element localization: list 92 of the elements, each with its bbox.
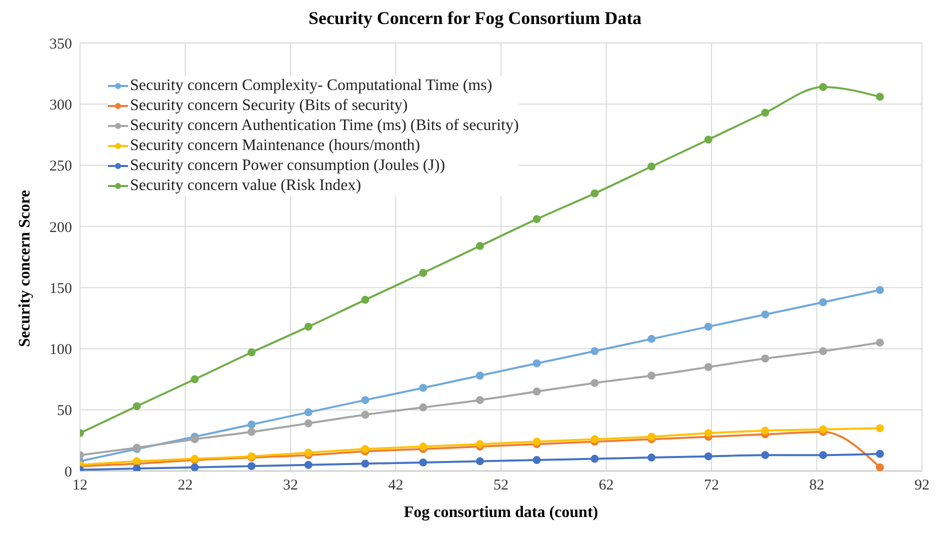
- point: [648, 454, 656, 462]
- legend-label: Security concern value (Risk Index): [130, 176, 362, 196]
- point: [476, 457, 484, 466]
- y-tick-label: 300: [50, 97, 72, 114]
- point: [648, 432, 656, 441]
- point: [761, 310, 770, 318]
- point: [819, 298, 828, 306]
- point: [819, 347, 828, 356]
- point: [419, 268, 428, 277]
- point: [532, 215, 541, 224]
- point: [304, 322, 312, 331]
- point: [819, 425, 828, 434]
- point: [761, 354, 770, 362]
- legend-label: Security concern Authentication Time (ms) (Bits of security): [130, 116, 519, 136]
- point: [532, 359, 541, 368]
- point: [761, 108, 770, 117]
- x-tick-label: 82: [809, 478, 824, 494]
- point: [704, 136, 712, 144]
- point: [419, 403, 428, 412]
- point: [132, 464, 141, 471]
- point: [361, 396, 370, 404]
- point: [648, 334, 656, 343]
- point: [248, 420, 256, 429]
- legend-label: Security concern Complexity- Computational Time (ms): [130, 76, 492, 96]
- point: [476, 372, 484, 380]
- point: [648, 372, 656, 380]
- point: [361, 410, 370, 419]
- legend-label: Security concern Power consumption (Joules (J)): [130, 156, 446, 176]
- point: [304, 419, 312, 428]
- point: [532, 388, 541, 396]
- x-tick-label: 32: [283, 478, 298, 494]
- point: [304, 408, 312, 416]
- point: [704, 322, 712, 331]
- point: [419, 458, 428, 466]
- point: [876, 450, 884, 458]
- point: [761, 451, 770, 460]
- x-tick-label: 22: [178, 478, 193, 494]
- point: [190, 375, 199, 384]
- point: [304, 460, 312, 469]
- point: [190, 435, 199, 444]
- point: [819, 451, 828, 460]
- y-tick-label: 150: [50, 280, 72, 297]
- point: [476, 396, 484, 404]
- x-tick-label: 52: [494, 478, 508, 494]
- point: [361, 296, 370, 304]
- point: [876, 424, 884, 432]
- point: [190, 463, 199, 471]
- x-tick-label: 92: [914, 478, 930, 494]
- point: [248, 428, 256, 436]
- point: [248, 462, 256, 470]
- legend-label: Security concern Maintenance (hours/month): [130, 136, 420, 156]
- point: [704, 429, 712, 438]
- point: [590, 347, 599, 356]
- point: [304, 448, 312, 457]
- y-tick-label: 100: [50, 342, 72, 358]
- y-tick-label: 200: [50, 220, 72, 236]
- point: [132, 402, 141, 410]
- y-axis-title: Security concern Score: [16, 190, 34, 347]
- legend-label: Security concern Security (Bits of security): [130, 96, 408, 116]
- chart-title: Security Concern for Fog Consortium Data: [307, 8, 643, 29]
- y-tick-label: 50: [57, 403, 72, 420]
- y-tick-label: 250: [50, 158, 72, 175]
- point: [532, 456, 541, 464]
- point: [361, 460, 370, 468]
- point: [361, 444, 370, 453]
- point: [590, 189, 599, 198]
- x-tick-label: 42: [388, 478, 404, 494]
- point: [590, 378, 599, 387]
- point: [648, 162, 656, 171]
- point: [704, 452, 712, 460]
- y-tick-label: 0: [64, 464, 72, 480]
- x-tick-label: 72: [704, 478, 719, 494]
- point: [704, 363, 712, 372]
- x-axis-title: Fog consortium data (count): [404, 504, 598, 521]
- point: [476, 242, 484, 250]
- point: [876, 338, 884, 347]
- point: [876, 286, 884, 294]
- point: [419, 442, 428, 451]
- point: [876, 463, 884, 471]
- point: [419, 384, 428, 392]
- x-tick-label: 62: [598, 478, 614, 494]
- point: [132, 457, 141, 466]
- y-tick-label: 350: [50, 36, 72, 52]
- point: [476, 440, 484, 448]
- point: [532, 438, 541, 446]
- point: [590, 435, 599, 444]
- point: [248, 348, 256, 356]
- point: [876, 92, 884, 101]
- x-tick-label: 12: [72, 478, 88, 494]
- point: [590, 454, 599, 463]
- point: [819, 83, 828, 92]
- point: [761, 426, 770, 435]
